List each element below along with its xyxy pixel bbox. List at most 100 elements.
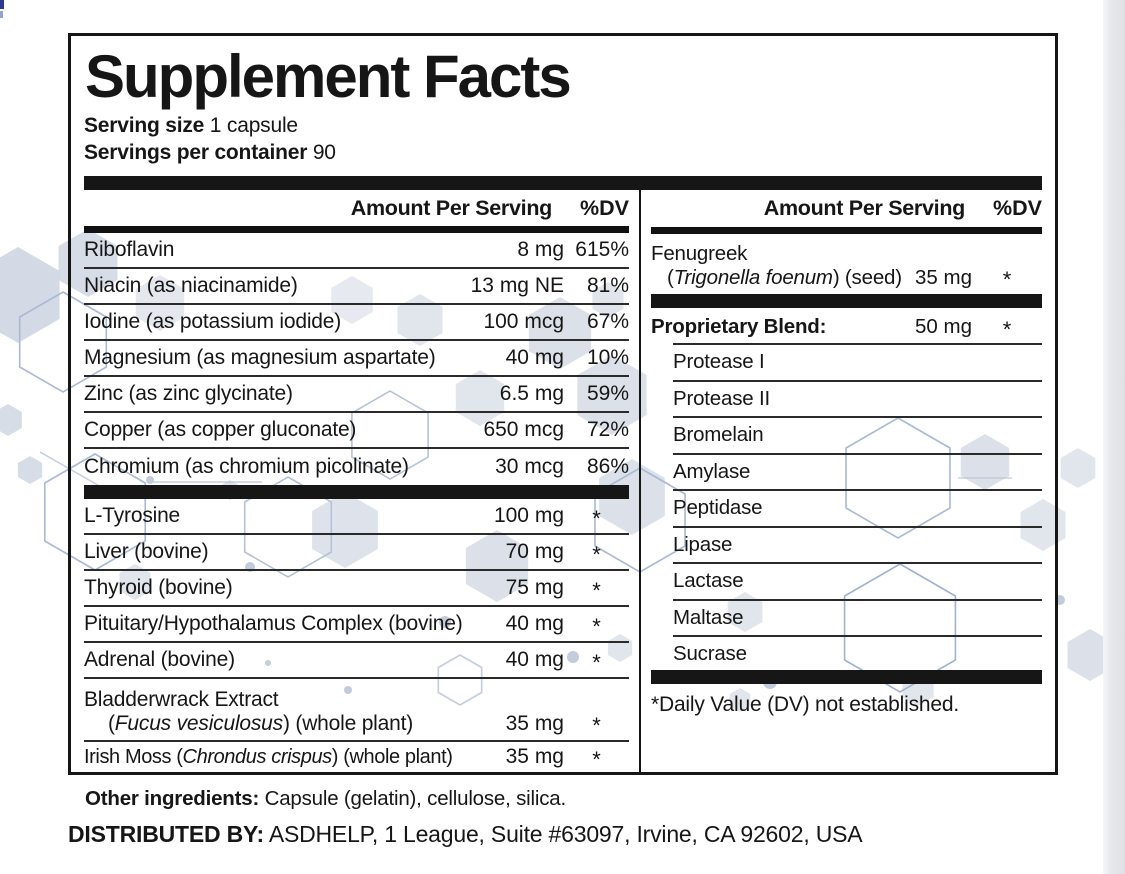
ingredient-name: Adrenal (bovine)	[84, 648, 235, 672]
ingredient-dv: *	[1002, 267, 1012, 292]
ingredient-name: Bladderwrack Extract (Fucus vesiculosus)…	[84, 688, 413, 736]
ingredient-amount: 13 mg NE	[470, 274, 564, 298]
ingredient-name-line2: (Fucus vesiculosus) (whole plant)	[84, 712, 413, 736]
ingredient-name: Fenugreek (Trigonella foenum) (seed)	[651, 242, 902, 290]
servings-value: 90	[312, 141, 336, 164]
ingredient-name: L-Tyrosine	[84, 504, 181, 528]
ingredient-dv: *	[592, 747, 601, 773]
table-row: Zinc (as zinc glycinate) 6.5 mg 59%	[84, 377, 629, 414]
blend-dv: *	[1002, 316, 1012, 342]
name-prefix: Irish Moss (	[84, 745, 183, 768]
distributed-by-label: DISTRIBUTED BY:	[68, 821, 264, 847]
blend-item-name: Protease II	[673, 386, 770, 410]
table-row: Chromium (as chromium picolinate) 30 mcg…	[84, 449, 629, 485]
plant-part: ) (seed)	[832, 266, 902, 289]
table-row: Liver (bovine) 70 mg *	[84, 535, 629, 572]
table-row: Adrenal (bovine) 40 mg *	[84, 643, 629, 680]
right-column: Amount Per Serving %DV Fenugreek (Trigon…	[641, 190, 1042, 772]
section-divider-bar	[651, 670, 1042, 684]
ingredient-name-line1: Bladderwrack Extract	[84, 688, 279, 712]
ingredient-amount: 30 mcg	[495, 455, 564, 479]
amount-per-serving-header: Amount Per Serving	[763, 196, 966, 220]
paren: (	[667, 266, 674, 289]
ingredient-name: Niacin (as niacinamide)	[84, 274, 298, 298]
table-row: Pituitary/Hypothalamus Complex (bovine) …	[84, 607, 629, 644]
distributed-by-value: ASDHELP, 1 League, Suite #63097, Irvine,…	[263, 821, 863, 847]
table-row: Iodine (as potassium iodide) 100 mcg 67%	[84, 305, 629, 342]
ingredient-dv: 72%	[586, 418, 629, 442]
facts-columns: Amount Per Serving %DV Riboflavin 8 mg 6…	[84, 190, 1042, 772]
blend-item-name: Peptidase	[673, 496, 763, 520]
servings-per-container-line: Servings per container 90	[84, 139, 1042, 166]
header-divider-bar	[84, 176, 1042, 190]
proprietary-blend-row: Proprietary Blend: 50 mg *	[651, 308, 1042, 345]
ingredient-dv: *	[592, 542, 601, 568]
table-row: L-Tyrosine 100 mg *	[84, 499, 629, 536]
blend-item-name: Maltase	[673, 605, 744, 629]
ingredient-dv: *	[592, 614, 601, 640]
ingredient-amount: 35 mg	[915, 266, 972, 289]
ingredient-name: Zinc (as zinc glycinate)	[84, 382, 293, 406]
blend-item-name: Protease I	[673, 350, 765, 374]
section-divider-bar	[84, 485, 629, 500]
panel-title: Supplement Facts	[85, 43, 572, 110]
ingredient-amount: 35 mg	[505, 745, 564, 769]
plant-part: ) (whole plant)	[331, 745, 453, 768]
ingredient-amount: 650 mcg	[483, 418, 564, 442]
ingredient-amount: 35 mg	[505, 712, 564, 736]
ingredient-name-line1: Fenugreek	[651, 242, 748, 265]
ingredient-name: Magnesium (as magnesium aspartate)	[84, 346, 436, 370]
blend-item: Lipase	[673, 528, 1042, 564]
ingredient-name: Liver (bovine)	[84, 540, 209, 564]
ingredient-name-line2: (Trigonella foenum) (seed)	[651, 266, 902, 290]
blend-item: Protease II	[673, 382, 1042, 418]
serving-size-line: Serving size 1 capsule	[84, 112, 1042, 139]
table-row: Bladderwrack Extract (Fucus vesiculosus)…	[84, 679, 629, 743]
ingredient-name: Iodine (as potassium iodide)	[84, 310, 342, 334]
page-edge-gradient	[1103, 0, 1125, 874]
plant-part: ) (whole plant)	[282, 712, 414, 736]
serving-size-label: Serving size	[84, 114, 205, 137]
ingredient-amount: 40 mg	[505, 648, 564, 672]
latin-name: Trigonella foenum	[673, 266, 833, 289]
ingredient-name: Pituitary/Hypothalamus Complex (bovine)	[84, 612, 463, 636]
blend-item: Amylase	[673, 455, 1042, 491]
dv-header: %DV	[580, 195, 629, 220]
ingredient-amount: 40 mg	[505, 346, 564, 370]
paren: (	[108, 712, 115, 736]
blend-amount: 50 mg	[915, 314, 972, 338]
blend-item-name: Lactase	[673, 569, 744, 593]
ingredient-dv: 67%	[586, 310, 629, 334]
ingredient-amount: 6.5 mg	[499, 382, 564, 406]
other-ingredients-line: Other ingredients: Capsule (gelatin), ce…	[85, 787, 566, 811]
ingredient-name: Riboflavin	[84, 238, 175, 262]
serving-size-value: 1 capsule	[209, 114, 298, 137]
blend-item-name: Sucrase	[673, 641, 747, 665]
ingredient-amount: 8 mg	[517, 238, 564, 262]
distributed-by-line: DISTRIBUTED BY: ASDHELP, 1 League, Suite…	[68, 821, 863, 848]
blend-item: Maltase	[673, 601, 1042, 637]
ingredient-name: Chromium (as chromium picolinate)	[84, 455, 409, 479]
blend-name: Proprietary Blend:	[651, 314, 827, 338]
blend-item: Sucrase	[673, 637, 1042, 670]
latin-name: Fucus vesiculosus	[114, 712, 283, 736]
blend-item: Peptidase	[673, 491, 1042, 528]
ingredient-amount: 70 mg	[505, 540, 564, 564]
ingredient-dv: 10%	[586, 346, 629, 370]
table-row: Thyroid (bovine) 75 mg *	[84, 571, 629, 608]
other-ingredients-value: Capsule (gelatin), cellulose, silica.	[259, 787, 567, 810]
table-row: Copper (as copper gluconate) 650 mcg 72%	[84, 413, 629, 450]
ingredient-name: Irish Moss (Chrondus crispus) (whole pla…	[84, 746, 453, 769]
ingredient-dv: *	[592, 578, 601, 604]
daily-value-footnote: *Daily Value (DV) not established.	[651, 693, 959, 716]
table-row: Irish Moss (Chrondus crispus) (whole pla…	[84, 742, 629, 772]
section-divider-bar	[651, 294, 1042, 308]
ingredient-dv: 59%	[586, 382, 629, 406]
left-column-header: Amount Per Serving %DV	[84, 190, 629, 234]
ingredient-dv: *	[592, 713, 601, 739]
blend-item: Bromelain	[673, 418, 1042, 455]
ingredient-amount: 100 mg	[493, 504, 564, 528]
table-row: Fenugreek (Trigonella foenum) (seed) 35 …	[651, 234, 1042, 294]
ingredient-amount: 100 mcg	[483, 310, 564, 334]
ingredient-amount: 40 mg	[505, 612, 564, 636]
